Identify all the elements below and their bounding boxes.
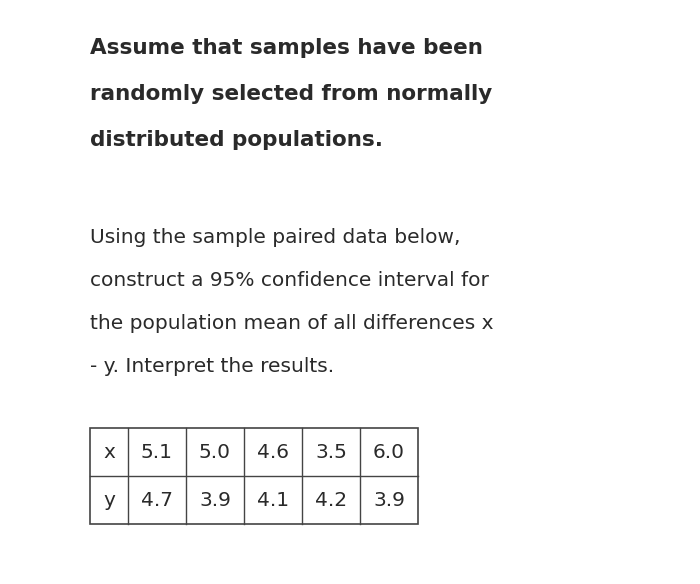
Text: Assume that samples have been: Assume that samples have been <box>90 38 483 58</box>
Text: 6.0: 6.0 <box>373 443 405 461</box>
Text: 4.6: 4.6 <box>257 443 289 461</box>
Text: Using the sample paired data below,: Using the sample paired data below, <box>90 228 461 247</box>
Text: y: y <box>103 491 115 509</box>
Text: distributed populations.: distributed populations. <box>90 130 383 150</box>
Text: 3.9: 3.9 <box>373 491 405 509</box>
Text: 3.5: 3.5 <box>315 443 347 461</box>
Text: 5.1: 5.1 <box>141 443 173 461</box>
Text: the population mean of all differences x: the population mean of all differences x <box>90 314 494 333</box>
Text: randomly selected from normally: randomly selected from normally <box>90 84 492 104</box>
Text: 4.7: 4.7 <box>141 491 173 509</box>
Text: - y. Interpret the results.: - y. Interpret the results. <box>90 357 334 376</box>
Text: 5.0: 5.0 <box>199 443 231 461</box>
Text: 4.1: 4.1 <box>257 491 289 509</box>
Text: 4.2: 4.2 <box>315 491 347 509</box>
Text: x: x <box>103 443 115 461</box>
Bar <box>90 428 418 524</box>
Text: construct a 95% confidence interval for: construct a 95% confidence interval for <box>90 271 489 290</box>
Text: 3.9: 3.9 <box>199 491 231 509</box>
